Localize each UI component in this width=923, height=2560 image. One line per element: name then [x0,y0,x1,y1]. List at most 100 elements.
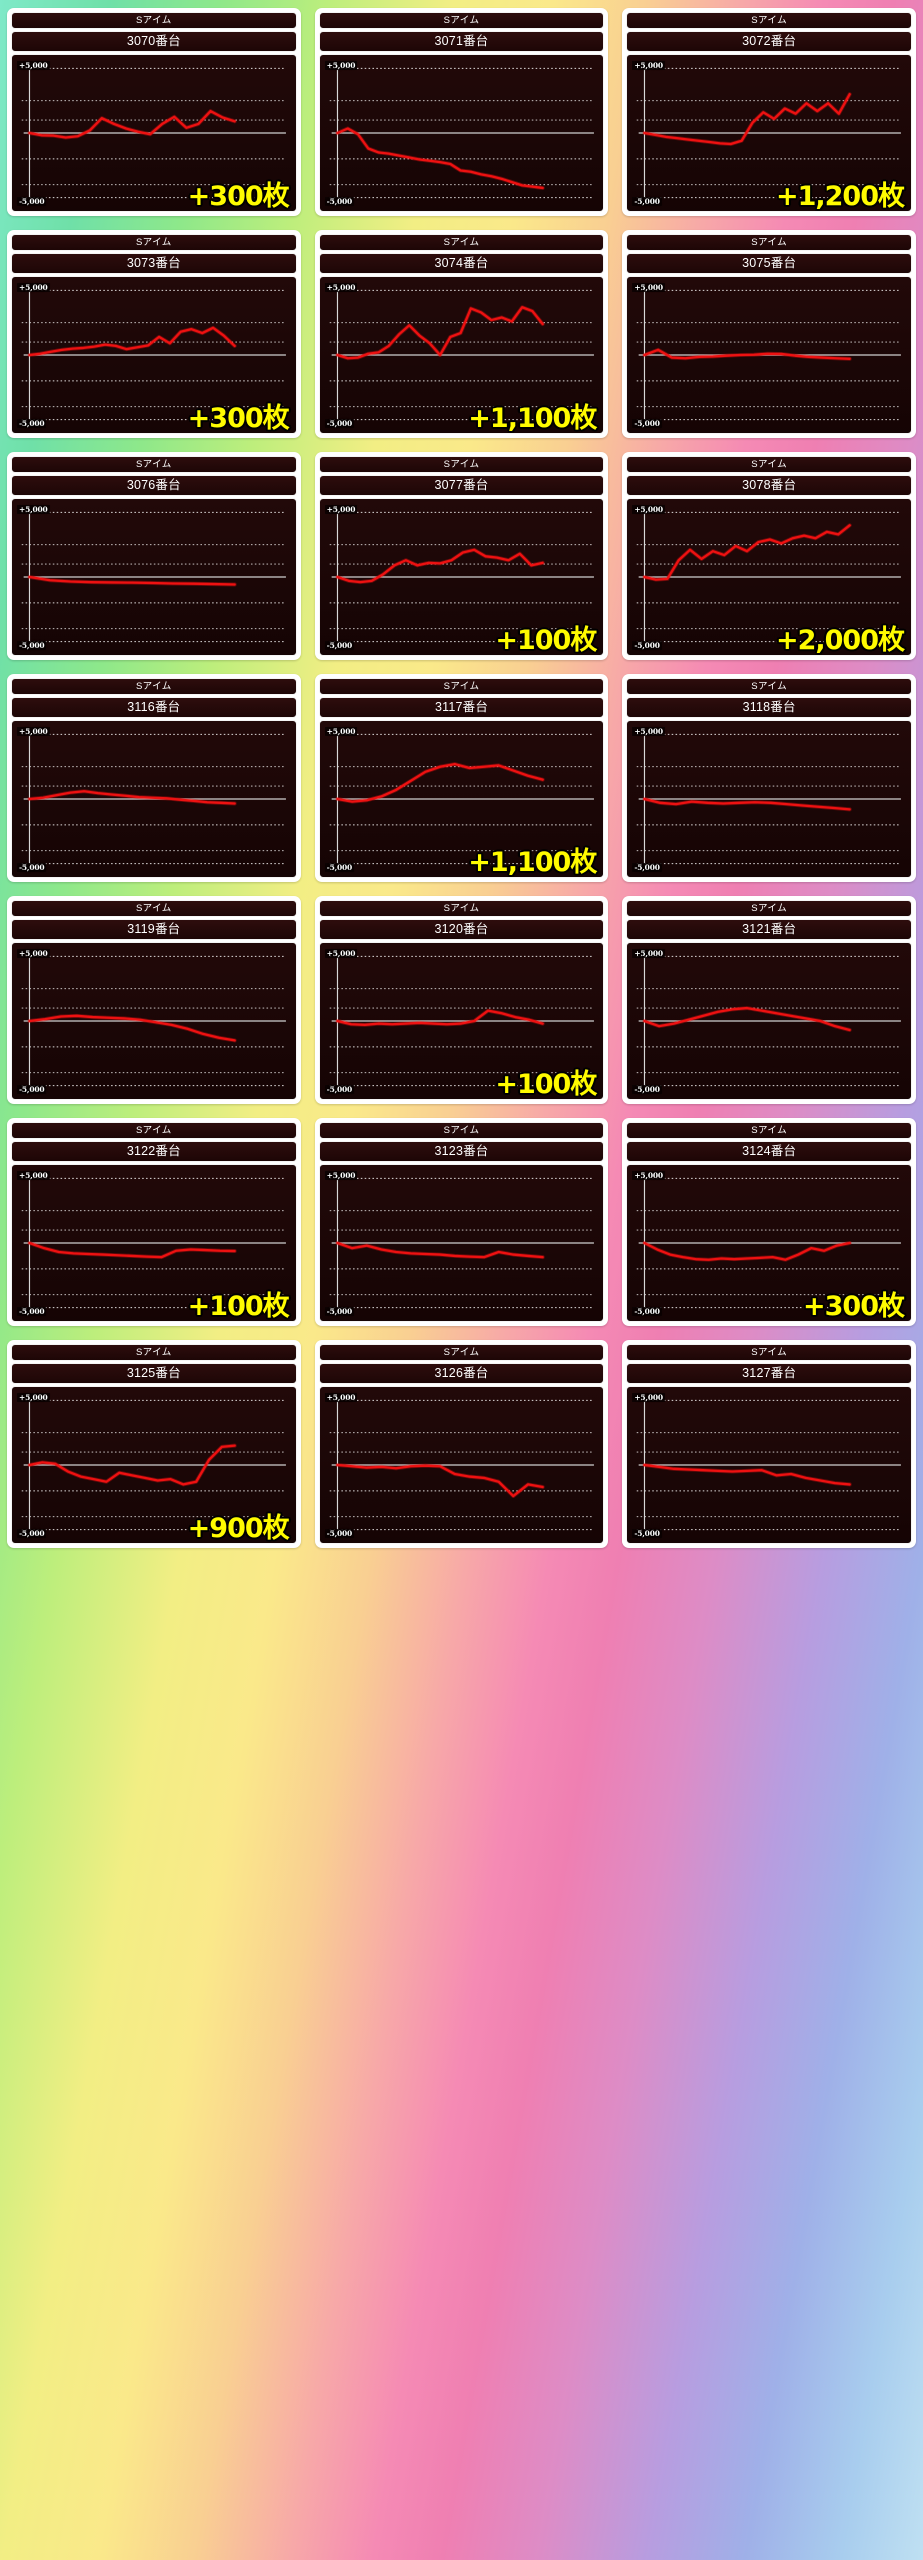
payout-graph[interactable]: +5,000 -5,000 [11,720,297,878]
machine-type-label: Sアイム [318,12,605,29]
machine-graph-cell[interactable]: Sアイム 3117番台 +5,000 -5,000 +1,100枚 [308,666,616,888]
payout-graph[interactable]: +5,000 -5,000 [11,942,297,1100]
machine-graph-cell[interactable]: Sアイム 3120番台 +5,000 -5,000 +100枚 [308,888,616,1110]
machine-card[interactable]: Sアイム 3076番台 +5,000 -5,000 [7,452,301,660]
y-axis-top-label: +5,000 [17,283,50,292]
machine-type-label: Sアイム [11,234,297,251]
machine-card[interactable]: Sアイム 3077番台 +5,000 -5,000 +100枚 [314,452,609,660]
payout-graph[interactable]: +5,000 -5,000 +300枚 [11,54,297,212]
machine-graph-cell[interactable]: Sアイム 3077番台 +5,000 -5,000 +100枚 [308,444,616,666]
y-axis-top-label: +5,000 [324,949,358,958]
payout-graph[interactable]: +5,000 -5,000 [318,1164,605,1322]
machine-card[interactable]: Sアイム 3125番台 +5,000 -5,000 +900枚 [7,1340,301,1548]
machine-graph-cell[interactable]: Sアイム 3126番台 +5,000 -5,000 [308,1332,616,1554]
payout-graph[interactable]: +5,000 -5,000 +900枚 [11,1386,297,1544]
machine-graph-cell[interactable]: Sアイム 3076番台 +5,000 -5,000 [0,444,308,666]
payout-graph[interactable]: +5,000 -5,000 +300枚 [11,276,297,434]
machine-graph-cell[interactable]: Sアイム 3070番台 +5,000 -5,000 +300枚 [0,0,308,222]
payout-graph[interactable]: +5,000 -5,000 +1,200枚 [626,54,912,212]
machine-graph-cell[interactable]: Sアイム 3127番台 +5,000 -5,000 [615,1332,923,1554]
machine-type-label: Sアイム [626,900,912,917]
y-axis-bottom-label: -5,000 [632,1307,662,1316]
machine-type-label: Sアイム [626,456,912,473]
machine-card[interactable]: Sアイム 3127番台 +5,000 -5,000 [622,1340,916,1548]
machine-graph-cell[interactable]: Sアイム 3122番台 +5,000 -5,000 +100枚 [0,1110,308,1332]
machine-card[interactable]: Sアイム 3078番台 +5,000 -5,000 +2,000枚 [622,452,916,660]
machine-graph-cell[interactable]: Sアイム 3074番台 +5,000 -5,000 +1,100枚 [308,222,616,444]
machine-number-label: 3122番台 [11,1141,297,1162]
machine-graph-cell[interactable]: Sアイム 3078番台 +5,000 -5,000 +2,000枚 [615,444,923,666]
machine-graph-cell[interactable]: Sアイム 3124番台 +5,000 -5,000 +300枚 [615,1110,923,1332]
machine-card[interactable]: Sアイム 3072番台 +5,000 -5,000 +1,200枚 [622,8,916,216]
y-axis-bottom-label: -5,000 [17,197,47,206]
y-axis-top-label: +5,000 [632,1393,665,1402]
machine-card[interactable]: Sアイム 3074番台 +5,000 -5,000 +1,100枚 [314,230,609,438]
payout-graph[interactable]: +5,000 -5,000 +100枚 [318,942,605,1100]
machine-number-label: 3072番台 [626,31,912,52]
machine-number-label: 3073番台 [11,253,297,274]
machine-card[interactable]: Sアイム 3121番台 +5,000 -5,000 [622,896,916,1104]
machine-graph-cell[interactable]: Sアイム 3116番台 +5,000 -5,000 [0,666,308,888]
payout-graph[interactable]: +5,000 -5,000 [11,498,297,656]
machine-graph-cell[interactable]: Sアイム 3119番台 +5,000 -5,000 [0,888,308,1110]
y-axis-top-label: +5,000 [17,1393,50,1402]
machine-card[interactable]: Sアイム 3124番台 +5,000 -5,000 +300枚 [622,1118,916,1326]
machine-number-label: 3127番台 [626,1363,912,1384]
y-axis-bottom-label: -5,000 [17,863,47,872]
machine-card[interactable]: Sアイム 3075番台 +5,000 -5,000 [622,230,916,438]
machine-graph-cell[interactable]: Sアイム 3071番台 +5,000 -5,000 [308,0,616,222]
machine-card[interactable]: Sアイム 3117番台 +5,000 -5,000 +1,100枚 [314,674,609,882]
y-axis-bottom-label: -5,000 [324,419,355,428]
y-axis-top-label: +5,000 [632,61,665,70]
y-axis-top-label: +5,000 [324,1171,358,1180]
payout-graph[interactable]: +5,000 -5,000 +2,000枚 [626,498,912,656]
y-axis-top-label: +5,000 [17,949,50,958]
machine-graph-cell[interactable]: Sアイム 3075番台 +5,000 -5,000 [615,222,923,444]
payout-graph[interactable]: +5,000 -5,000 +300枚 [626,1164,912,1322]
y-axis-top-label: +5,000 [17,1171,50,1180]
machine-card[interactable]: Sアイム 3073番台 +5,000 -5,000 +300枚 [7,230,301,438]
y-axis-top-label: +5,000 [17,505,50,514]
machine-type-label: Sアイム [318,1122,605,1139]
machine-card[interactable]: Sアイム 3123番台 +5,000 -5,000 [314,1118,609,1326]
machine-type-label: Sアイム [11,456,297,473]
payout-graph[interactable]: +5,000 -5,000 [626,276,912,434]
payout-graph[interactable]: +5,000 -5,000 +1,100枚 [318,720,605,878]
machine-graph-cell[interactable]: Sアイム 3073番台 +5,000 -5,000 +300枚 [0,222,308,444]
machine-graph-cell[interactable]: Sアイム 3125番台 +5,000 -5,000 +900枚 [0,1332,308,1554]
machine-card[interactable]: Sアイム 3071番台 +5,000 -5,000 [314,8,609,216]
y-axis-top-label: +5,000 [324,505,358,514]
machine-card[interactable]: Sアイム 3120番台 +5,000 -5,000 +100枚 [314,896,609,1104]
payout-graph[interactable]: +5,000 -5,000 [318,1386,605,1544]
machine-type-label: Sアイム [11,678,297,695]
machine-card[interactable]: Sアイム 3070番台 +5,000 -5,000 +300枚 [7,8,301,216]
machine-graph-cell[interactable]: Sアイム 3123番台 +5,000 -5,000 [308,1110,616,1332]
machine-graph-cell[interactable]: Sアイム 3072番台 +5,000 -5,000 +1,200枚 [615,0,923,222]
payout-graph[interactable]: +5,000 -5,000 +100枚 [11,1164,297,1322]
y-axis-bottom-label: -5,000 [632,863,662,872]
machine-card[interactable]: Sアイム 3126番台 +5,000 -5,000 [314,1340,609,1548]
y-axis-top-label: +5,000 [632,505,665,514]
machine-number-label: 3120番台 [318,919,605,940]
machine-number-label: 3075番台 [626,253,912,274]
payout-graph[interactable]: +5,000 -5,000 +1,100枚 [318,276,605,434]
y-axis-bottom-label: -5,000 [324,197,355,206]
payout-graph[interactable]: +5,000 -5,000 +100枚 [318,498,605,656]
machine-card[interactable]: Sアイム 3116番台 +5,000 -5,000 [7,674,301,882]
machine-graph-cell[interactable]: Sアイム 3118番台 +5,000 -5,000 [615,666,923,888]
machine-card[interactable]: Sアイム 3122番台 +5,000 -5,000 +100枚 [7,1118,301,1326]
machine-type-label: Sアイム [626,1122,912,1139]
payout-graph[interactable]: +5,000 -5,000 [626,942,912,1100]
machine-graph-cell[interactable]: Sアイム 3121番台 +5,000 -5,000 [615,888,923,1110]
y-axis-bottom-label: -5,000 [324,1529,355,1538]
y-axis-top-label: +5,000 [632,283,665,292]
payout-graph[interactable]: +5,000 -5,000 [318,54,605,212]
y-axis-bottom-label: -5,000 [632,197,662,206]
machine-card[interactable]: Sアイム 3118番台 +5,000 -5,000 [622,674,916,882]
payout-graph[interactable]: +5,000 -5,000 [626,720,912,878]
y-axis-bottom-label: -5,000 [17,1085,47,1094]
machine-card[interactable]: Sアイム 3119番台 +5,000 -5,000 [7,896,301,1104]
y-axis-top-label: +5,000 [17,727,50,736]
payout-graph[interactable]: +5,000 -5,000 [626,1386,912,1544]
machine-number-label: 3070番台 [11,31,297,52]
